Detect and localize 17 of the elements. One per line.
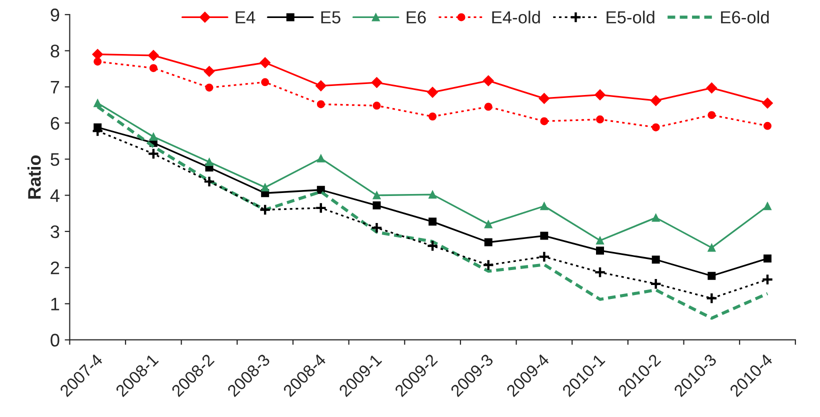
- legend-label: E5-old: [606, 10, 654, 24]
- y-tick-label: 9: [50, 8, 60, 22]
- legend-label: E5: [321, 11, 340, 24]
- y-tick-label: 0: [50, 334, 60, 347]
- y-tick-label: 5: [50, 153, 60, 166]
- y-tick-label: 3: [50, 225, 60, 238]
- legend-label: E6: [406, 11, 426, 24]
- y-tick-label: 8: [50, 44, 60, 58]
- legend-label: E6-old: [721, 10, 769, 24]
- legend-label: E4: [236, 11, 256, 24]
- y-tick-label: 4: [50, 189, 60, 202]
- legend-label: E4-old: [492, 10, 540, 24]
- y-tick-label: 1: [51, 298, 60, 310]
- y-tick-label: 7: [50, 80, 60, 94]
- y-tick-label: 2: [50, 262, 60, 274]
- y-tick-label: 6: [50, 116, 60, 130]
- y-axis-title: Ratio: [28, 155, 41, 199]
